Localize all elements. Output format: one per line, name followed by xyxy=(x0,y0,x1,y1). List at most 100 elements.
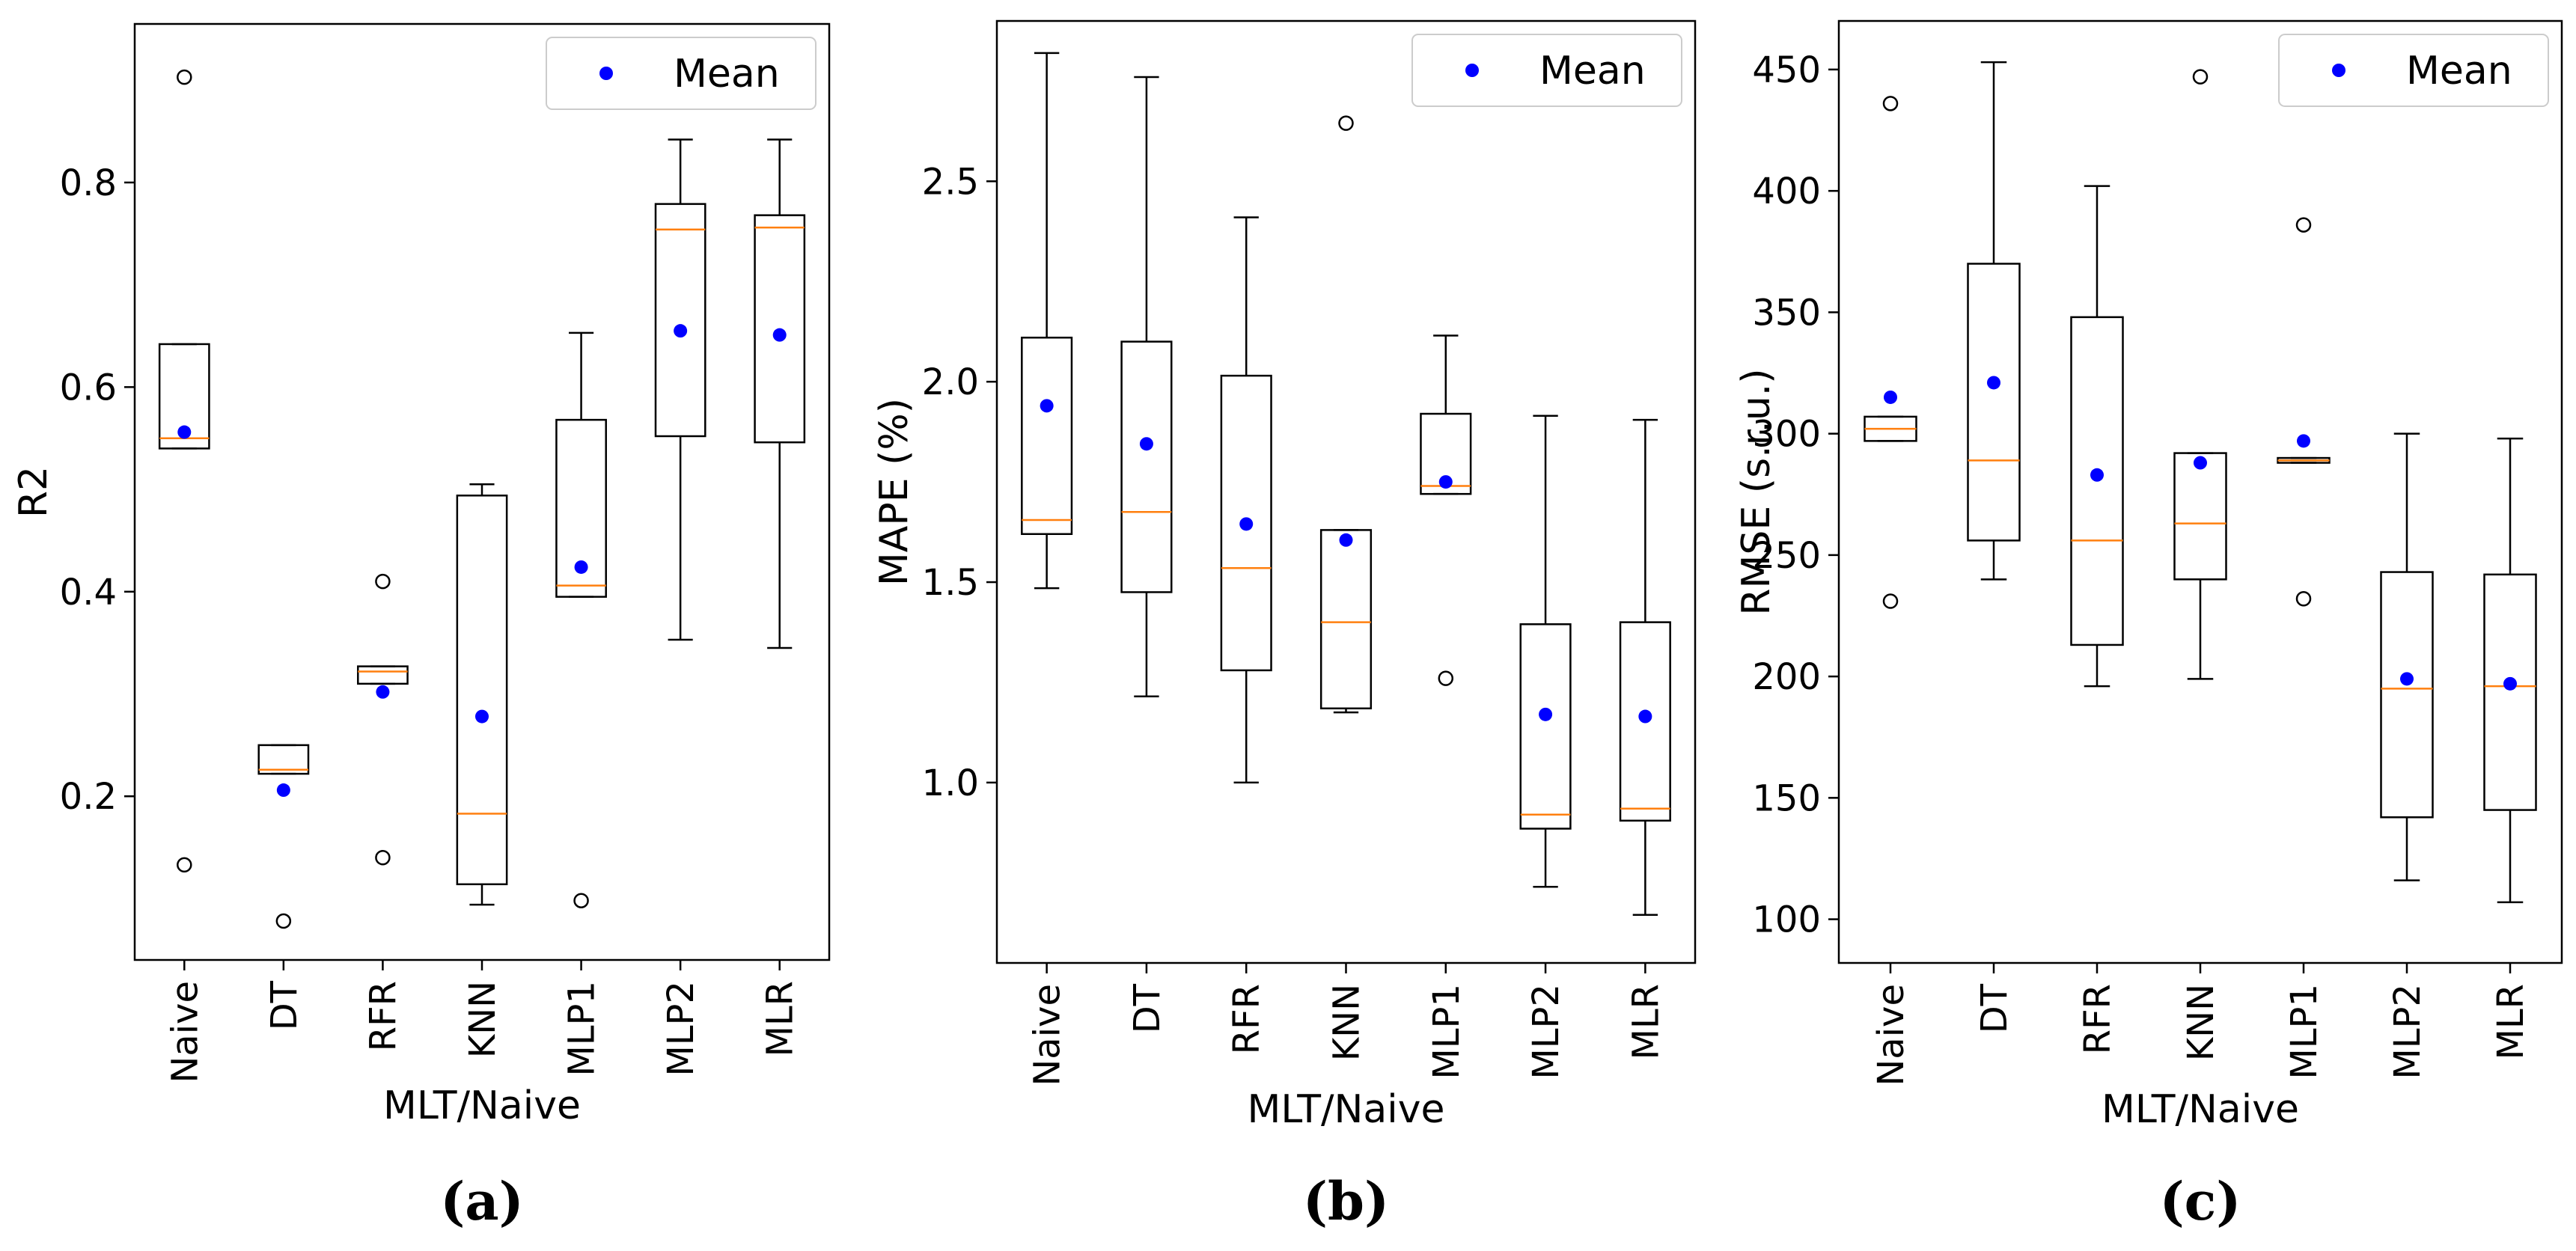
mean-point xyxy=(1239,517,1254,531)
y-axis-label: MAPE (%) xyxy=(872,398,917,586)
x-tick-label-dt: DT xyxy=(1126,983,1168,1033)
box-knn xyxy=(2173,69,2227,680)
mean-point xyxy=(674,324,688,338)
x-tick-label-rfr: RFR xyxy=(1226,984,1268,1054)
y-tick-label: 0.8 xyxy=(60,162,117,204)
box-mlr xyxy=(1619,418,1671,916)
iqr-box xyxy=(2380,571,2434,819)
iqr-box xyxy=(1619,621,1671,822)
box-mlp2 xyxy=(1519,415,1572,888)
panel-1: 1.0 1.5 2.0 2.5 Naive DT RFR KNN MLP1 MLP2 MLR MAPE… xyxy=(872,19,1697,1232)
iqr-box xyxy=(1120,340,1173,593)
iqr-box xyxy=(555,418,607,598)
iqr-box xyxy=(1967,263,2021,542)
y-tick-label: 450 xyxy=(1752,49,1821,91)
iqr-box xyxy=(357,665,409,685)
outlier-point xyxy=(2192,69,2209,85)
mean-point xyxy=(1438,475,1453,489)
iqr-box xyxy=(1220,374,1272,672)
y-tick-label: 0.6 xyxy=(60,367,117,409)
box-knn xyxy=(1319,115,1373,714)
mean-point xyxy=(1638,709,1652,724)
mean-point xyxy=(2194,456,2207,470)
y-tick-label: 2.5 xyxy=(922,161,979,203)
outlier-point xyxy=(2295,591,2312,607)
iqr-box xyxy=(1319,529,1373,710)
y-tick-label: 250 xyxy=(1752,535,1821,577)
iqr-box xyxy=(1021,336,1073,536)
box-mlr xyxy=(2483,437,2537,904)
y-tick-label: 300 xyxy=(1752,414,1821,456)
y-tick-label: 1.5 xyxy=(922,562,979,604)
box-naive xyxy=(158,69,210,873)
outlier-point xyxy=(275,913,292,929)
outlier-point xyxy=(573,893,589,908)
outlier-point xyxy=(1882,593,1899,609)
box-rfr xyxy=(2070,185,2124,688)
legend: Mean xyxy=(2278,34,2549,107)
box-dt xyxy=(257,744,310,929)
legend-label: Mean xyxy=(2406,49,2512,94)
x-axis-label: MLT/Naive xyxy=(383,1083,581,1128)
outlier-point xyxy=(375,850,391,866)
x-tick-label-mlp1: MLP1 xyxy=(1426,984,1468,1080)
plot-frame xyxy=(1837,19,2563,964)
mean-point xyxy=(1040,399,1054,413)
x-tick-label-mlp2: MLP2 xyxy=(660,981,702,1077)
legend: Mean xyxy=(546,37,817,110)
x-tick-label-naive: Naive xyxy=(164,981,206,1083)
mean-point xyxy=(475,709,489,724)
x-tick-label-knn: KNN xyxy=(462,981,504,1058)
legend-box xyxy=(1411,34,1682,107)
y-axis-label: R2 xyxy=(11,466,56,518)
mean-point xyxy=(1884,390,1897,404)
x-tick-label-mlr: MLR xyxy=(1625,984,1667,1060)
mean-point xyxy=(772,328,787,342)
x-tick-label-naive: Naive xyxy=(1027,984,1069,1086)
iqr-box xyxy=(654,203,706,438)
mean-point xyxy=(177,425,192,439)
x-tick-label-knn: KNN xyxy=(2180,984,2222,1061)
panel-caption: (b) xyxy=(1303,1170,1389,1232)
outlier-point xyxy=(1338,115,1354,131)
box-mlp1 xyxy=(555,331,607,908)
box-rfr xyxy=(1220,216,1272,784)
x-tick-label-mlp2: MLP2 xyxy=(1525,984,1567,1080)
iqr-box xyxy=(2483,573,2537,811)
x-tick-label-rfr: RFR xyxy=(2077,984,2119,1054)
iqr-box xyxy=(1519,623,1572,830)
outlier-point xyxy=(1438,670,1454,686)
outlier-point xyxy=(177,69,192,85)
plot-frame xyxy=(995,19,1697,964)
iqr-box xyxy=(257,744,310,775)
box-mlp2 xyxy=(654,138,706,641)
x-tick-label-mlr: MLR xyxy=(2490,984,2532,1060)
box-mlp1 xyxy=(2277,217,2331,607)
iqr-box xyxy=(158,343,210,450)
legend: Mean xyxy=(1411,34,1682,107)
outlier-point xyxy=(177,857,192,873)
y-tick-label: 0.2 xyxy=(60,776,117,818)
x-tick-label-rfr: RFR xyxy=(362,981,404,1051)
x-tick-label-knn: KNN xyxy=(1326,984,1368,1061)
iqr-box xyxy=(2070,316,2124,646)
mean-point xyxy=(1139,437,1153,451)
mean-point xyxy=(574,560,588,574)
mean-point xyxy=(2297,434,2310,448)
mean-point xyxy=(376,685,390,699)
x-tick-label-dt: DT xyxy=(1974,983,2015,1033)
panel-caption: (c) xyxy=(2160,1170,2241,1232)
box-mlp2 xyxy=(2380,432,2434,881)
mean-point xyxy=(1539,707,1553,721)
y-tick-label: 0.4 xyxy=(60,572,117,614)
y-tick-label: 150 xyxy=(1752,777,1821,819)
box-mlp1 xyxy=(1420,334,1472,686)
box-knn xyxy=(456,483,508,906)
box-dt xyxy=(1967,61,2021,581)
box-naive xyxy=(1021,52,1073,590)
y-tick-label: 200 xyxy=(1752,656,1821,698)
y-tick-label: 100 xyxy=(1752,899,1821,941)
x-tick-label-dt: DT xyxy=(263,980,305,1030)
y-tick-label: 1.0 xyxy=(922,762,979,804)
